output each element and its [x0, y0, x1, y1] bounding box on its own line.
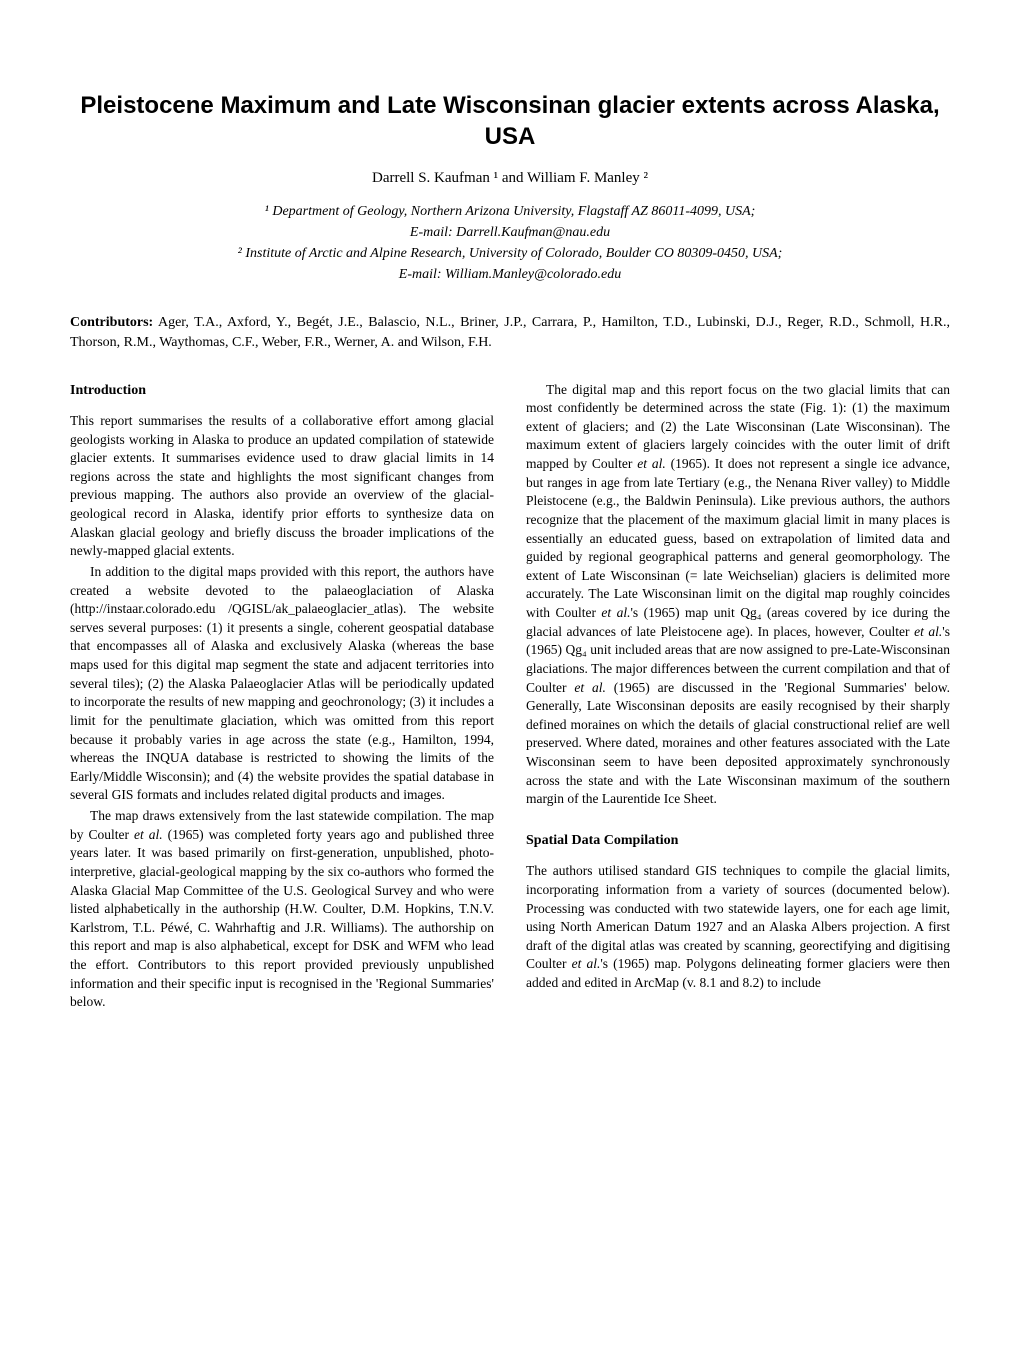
rp1-italic3: et al. [914, 624, 942, 639]
rp1-italic4: et al. [574, 680, 606, 695]
rp1-italic1: et al. [637, 456, 665, 471]
rp1-part5: (1965) are discussed in the 'Regional Su… [526, 680, 950, 807]
contributors-text: Ager, T.A., Axford, Y., Begét, J.E., Bal… [70, 315, 950, 350]
affiliation-2: ² Institute of Arctic and Alpine Researc… [70, 243, 950, 264]
paper-title: Pleistocene Maximum and Late Wisconsinan… [70, 90, 950, 152]
affiliation-1-email: E-mail: Darrell.Kaufman@nau.edu [70, 222, 950, 243]
two-column-layout: Introduction This report summarises the … [70, 381, 950, 1014]
p3-part2: (1965) was completed forty years ago and… [70, 827, 494, 1010]
contributors-label: Contributors: [70, 315, 153, 330]
right-column: The digital map and this report focus on… [526, 381, 950, 1014]
spatial-paragraph-1: The authors utilised standard GIS techni… [526, 862, 950, 992]
affiliations-block: ¹ Department of Geology, Northern Arizon… [70, 201, 950, 285]
contributors-block: Contributors: Ager, T.A., Axford, Y., Be… [70, 313, 950, 352]
affiliation-2-email: E-mail: William.Manley@colorado.edu [70, 264, 950, 285]
sp1-italic1: et al. [572, 956, 601, 971]
rp1-part2: (1965). It does not represent a single i… [526, 456, 950, 620]
introduction-heading: Introduction [70, 381, 494, 400]
intro-paragraph-3: The map draws extensively from the last … [70, 807, 494, 1012]
left-column: Introduction This report summarises the … [70, 381, 494, 1014]
rp1-italic2: et al. [601, 605, 630, 620]
authors-line: Darrell S. Kaufman ¹ and William F. Manl… [70, 170, 950, 187]
right-paragraph-1: The digital map and this report focus on… [526, 381, 950, 809]
intro-paragraph-2: In addition to the digital maps provided… [70, 563, 494, 805]
affiliation-1: ¹ Department of Geology, Northern Arizon… [70, 201, 950, 222]
intro-paragraph-1: This report summarises the results of a … [70, 412, 494, 561]
spatial-data-heading: Spatial Data Compilation [526, 831, 950, 850]
p3-italic1: et al. [134, 827, 163, 842]
